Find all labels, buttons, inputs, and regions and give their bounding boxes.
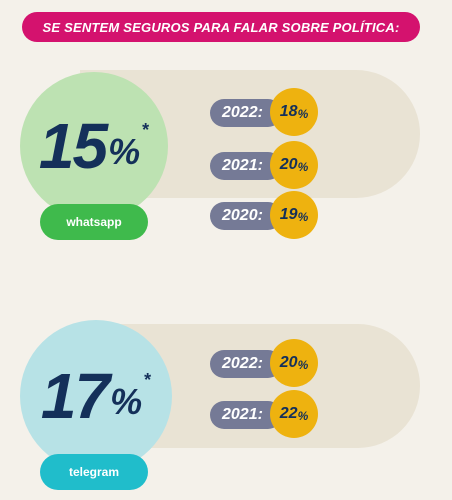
section-header: SE SENTEM SEGUROS PARA FALAR SOBRE POLÍT…	[22, 12, 420, 42]
telegram-badge: telegram	[40, 454, 148, 490]
header-title: SE SENTEM SEGUROS PARA FALAR SOBRE POLÍT…	[42, 19, 400, 35]
value-circle: 19%	[270, 191, 318, 239]
whatsapp-percentage: 15	[38, 110, 108, 182]
whatsapp-stat: 15 % *	[39, 114, 149, 178]
year-pill: 2021:	[210, 152, 282, 180]
year-pill: 2021:	[210, 401, 282, 429]
whatsapp-circle: 15 % *	[20, 72, 168, 220]
telegram-stat: 17 % *	[41, 364, 151, 428]
value-circle: 20%	[270, 339, 318, 387]
whatsapp-badge: whatsapp	[40, 204, 148, 240]
telegram-label: telegram	[68, 465, 120, 479]
whatsapp-percent-sign: %	[108, 131, 141, 172]
telegram-circle: 17 % *	[20, 320, 172, 472]
whatsapp-label: whatsapp	[66, 215, 122, 229]
value-circle: 18%	[270, 88, 318, 136]
telegram-percentage: 17	[40, 360, 110, 432]
whatsapp-asterisk: *	[142, 120, 150, 140]
value-circle: 22%	[270, 390, 318, 438]
value-circle: 20%	[270, 141, 318, 189]
telegram-percent-sign: %	[110, 381, 143, 422]
telegram-asterisk: *	[144, 370, 152, 390]
